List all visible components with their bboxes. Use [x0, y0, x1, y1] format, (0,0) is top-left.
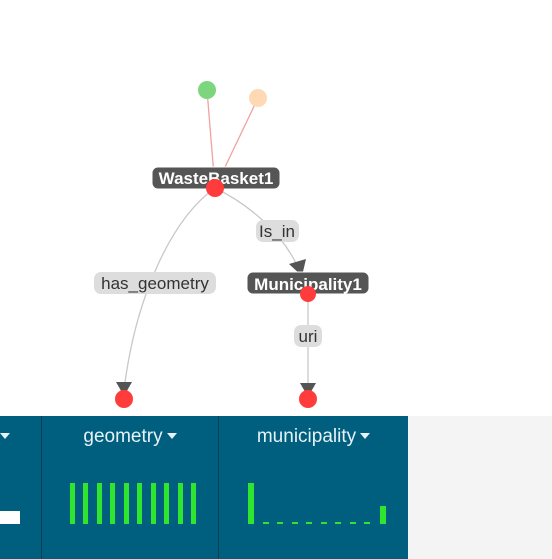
histogram-bar: [0, 511, 20, 524]
histogram-bar: [97, 483, 102, 524]
histogram-bar: [70, 483, 75, 524]
uri-label-bg: [294, 325, 322, 347]
geometry-histogram[interactable]: [42, 416, 218, 559]
histogram-bar: [321, 522, 327, 524]
column-panel: geometry municipality: [0, 416, 408, 559]
geometry-target-node[interactable]: [115, 390, 133, 408]
column-municipality-header[interactable]: municipality: [219, 426, 408, 448]
histogram-bar: [335, 522, 341, 524]
municipality-label: Municipality1: [254, 275, 362, 294]
histogram-bar: [110, 483, 115, 524]
column-geometry: geometry: [42, 416, 218, 559]
histogram-bar: [83, 483, 88, 524]
histogram-bar: [263, 522, 269, 524]
empty-panel-area: [408, 416, 552, 559]
histogram-bar: [124, 483, 129, 524]
edge-has-geometry: [123, 187, 216, 391]
chevron-down-icon: [166, 433, 177, 439]
wastebasket-node[interactable]: [206, 179, 224, 197]
histogram-bar: [178, 483, 183, 524]
is-in-label-bg: [256, 220, 299, 242]
column-divider: [218, 416, 219, 559]
column-first-header[interactable]: [0, 426, 10, 448]
column-municipality: municipality: [219, 416, 408, 559]
histogram-bar: [350, 522, 356, 524]
arrow-has-geometry: [116, 382, 132, 396]
histogram-bar: [137, 483, 142, 524]
is-in-label: Is_in: [259, 222, 295, 241]
wastebasket-label: WasteBasket1: [159, 169, 274, 188]
histogram-bar: [277, 522, 283, 524]
histogram-bar: [248, 483, 254, 524]
histogram-bar: [364, 522, 370, 524]
chevron-down-icon: [0, 433, 10, 439]
green-node[interactable]: [198, 81, 216, 99]
peach-node[interactable]: [249, 89, 267, 107]
histogram-bar: [164, 483, 169, 524]
histogram-bar: [306, 522, 312, 524]
has-geometry-label: has_geometry: [101, 274, 209, 293]
column-first: [0, 416, 41, 559]
municipality-node[interactable]: [300, 286, 316, 302]
municipality-histogram[interactable]: [219, 416, 408, 559]
chevron-down-icon: [360, 433, 371, 439]
histogram-bar: [380, 506, 386, 524]
graph-canvas[interactable]: WasteBasket1 Municipality1 Is_in has_geo…: [0, 0, 552, 416]
histogram-bar: [151, 483, 156, 524]
uri-target-node[interactable]: [299, 390, 317, 408]
column-divider: [41, 416, 42, 559]
histogram-bar: [292, 522, 298, 524]
column-geometry-header[interactable]: geometry: [42, 426, 218, 448]
has-geometry-label-bg: [94, 272, 216, 294]
uri-label: uri: [299, 327, 318, 346]
histogram-bar: [191, 483, 196, 524]
